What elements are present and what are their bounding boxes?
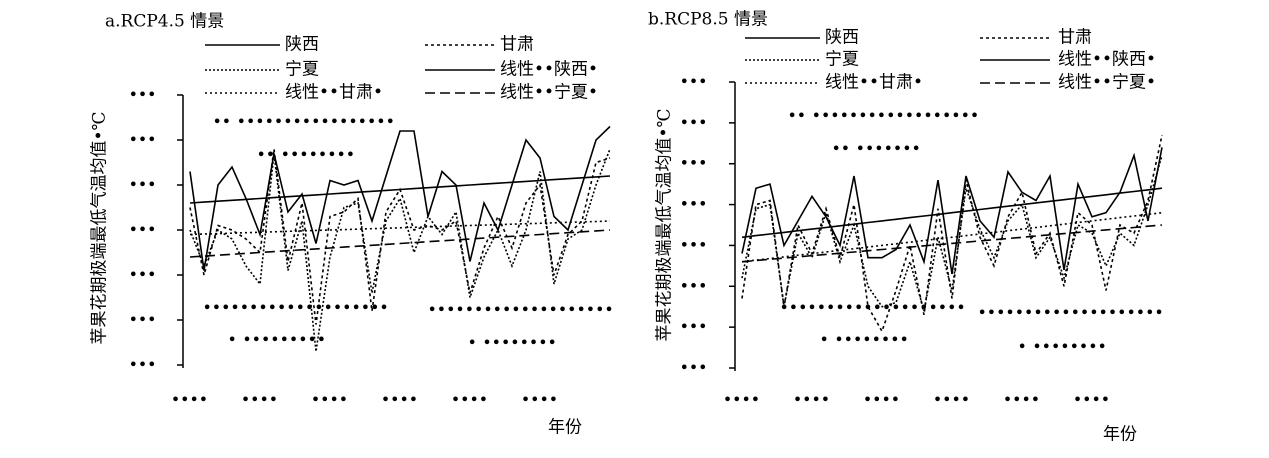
x-tick-label: ••••	[381, 393, 418, 408]
series-line	[189, 175, 611, 204]
y-tick-label: •••	[680, 279, 708, 294]
annotation: • ••••••••	[820, 333, 909, 348]
annotation: ••••••••••••••••••••	[428, 303, 614, 318]
x-tick-label: ••••	[451, 393, 488, 408]
y-axis-label: 苹果花期极端最低气温均值•℃	[655, 108, 675, 341]
annotation: ••••••••••••••••••••	[203, 301, 389, 316]
legend-label: 线性••陕西•	[1058, 50, 1156, 70]
annotation: •• ••••••••••••••••••	[788, 109, 980, 124]
annotation: • •••••••••	[228, 333, 327, 348]
x-tick-label: ••••	[863, 393, 900, 408]
y-tick-label: •••	[129, 178, 157, 193]
x-tick-label: ••••	[1073, 393, 1110, 408]
series-line	[741, 211, 1163, 263]
y-tick-label: •••	[680, 238, 708, 253]
annotation: •• ••••••••	[257, 148, 356, 163]
series-line	[741, 155, 1163, 312]
y-tick-label: •••	[129, 268, 157, 283]
series-line	[741, 147, 1163, 275]
legend-label: 宁夏	[825, 50, 859, 70]
series-line	[189, 220, 611, 236]
annotation: ••••••••••••••••••••	[780, 301, 966, 316]
x-axis-label: 年份	[548, 418, 582, 438]
annotation: ••••••••••••••••••••	[978, 306, 1164, 321]
chart-title: a.RCP4.5 情景	[105, 12, 224, 32]
legend-label: 甘肃	[1058, 28, 1092, 48]
annotation: •• •••••••••••••••••	[213, 115, 395, 130]
x-tick-label: ••••	[1003, 393, 1040, 408]
legend-label: 线性••宁夏•	[500, 83, 598, 103]
legend-label: 线性••甘肃•	[825, 73, 923, 93]
series-line	[189, 125, 611, 271]
x-tick-label: ••••	[311, 393, 348, 408]
x-tick-label: ••••	[723, 393, 760, 408]
x-tick-label: ••••	[171, 393, 208, 408]
x-tick-label: ••••	[793, 393, 830, 408]
x-tick-label: ••••	[933, 393, 970, 408]
annotation: •• •••••••	[832, 142, 921, 157]
series-line	[741, 224, 1163, 263]
annotation: • ••••••••	[468, 336, 557, 351]
y-tick-label: •••	[129, 223, 157, 238]
x-tick-label: ••••	[241, 393, 278, 408]
series-line	[741, 187, 1163, 239]
annotation: • ••••••••	[1018, 340, 1107, 355]
series-line	[189, 148, 611, 325]
chart-title: b.RCP8.5 情景	[648, 10, 768, 30]
legend-label: 线性••宁夏•	[1058, 73, 1156, 93]
y-axis-label: 苹果花期极端最低气温均值•℃	[90, 111, 110, 344]
y-tick-label: •••	[129, 313, 157, 328]
y-tick-label: •••	[129, 133, 157, 148]
legend-label: 陕西	[825, 28, 859, 48]
legend-label: 陕西	[285, 35, 319, 55]
y-tick-label: •••	[129, 88, 157, 103]
y-tick-label: •••	[680, 156, 708, 171]
legend-label: 甘肃	[500, 35, 534, 55]
x-axis-label: 年份	[1103, 425, 1137, 445]
series-line	[189, 148, 611, 352]
y-tick-label: •••	[680, 197, 708, 212]
legend-label: 线性••陕西•	[500, 60, 598, 80]
y-tick-label: •••	[680, 320, 708, 335]
y-tick-label: •••	[680, 75, 708, 90]
x-tick-label: ••••	[521, 393, 558, 408]
legend-label: 线性••甘肃•	[285, 83, 383, 103]
legend-label: 宁夏	[285, 60, 319, 80]
y-tick-label: •••	[129, 358, 157, 373]
y-tick-label: •••	[680, 115, 708, 130]
y-tick-label: •••	[680, 361, 708, 376]
series-line	[189, 229, 611, 258]
